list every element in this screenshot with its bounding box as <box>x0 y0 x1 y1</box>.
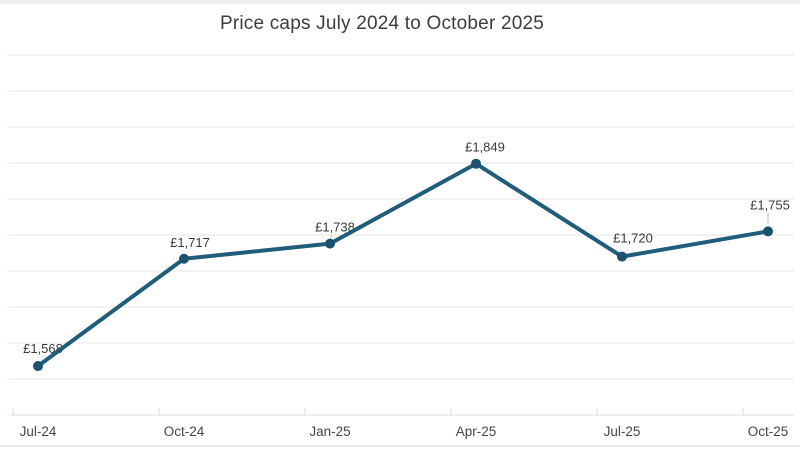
bottom-edge-divider <box>0 445 800 447</box>
data-label: £1,738 <box>315 220 355 235</box>
x-axis-label: Oct-24 <box>164 424 205 439</box>
data-label: £1,720 <box>613 231 653 246</box>
data-label: £1,755 <box>750 197 790 212</box>
data-label: £1,717 <box>170 235 210 250</box>
x-axis-label: Jul-24 <box>20 424 57 439</box>
data-point <box>33 361 43 372</box>
data-point <box>763 226 773 237</box>
data-label: £1,849 <box>465 140 505 155</box>
data-point <box>179 253 189 264</box>
x-axis-label: Oct-25 <box>748 424 789 439</box>
data-point <box>617 251 627 262</box>
x-axis-label: Jul-25 <box>604 424 641 439</box>
x-axis-label: Apr-25 <box>456 424 497 439</box>
data-point <box>471 158 481 169</box>
data-label: £1,568 <box>23 341 63 356</box>
chart-title: Price caps July 2024 to October 2025 <box>219 13 545 34</box>
data-point <box>325 238 335 249</box>
series-line <box>36 161 770 369</box>
x-axis-label: Jan-25 <box>309 424 350 439</box>
top-edge-divider <box>0 0 800 4</box>
